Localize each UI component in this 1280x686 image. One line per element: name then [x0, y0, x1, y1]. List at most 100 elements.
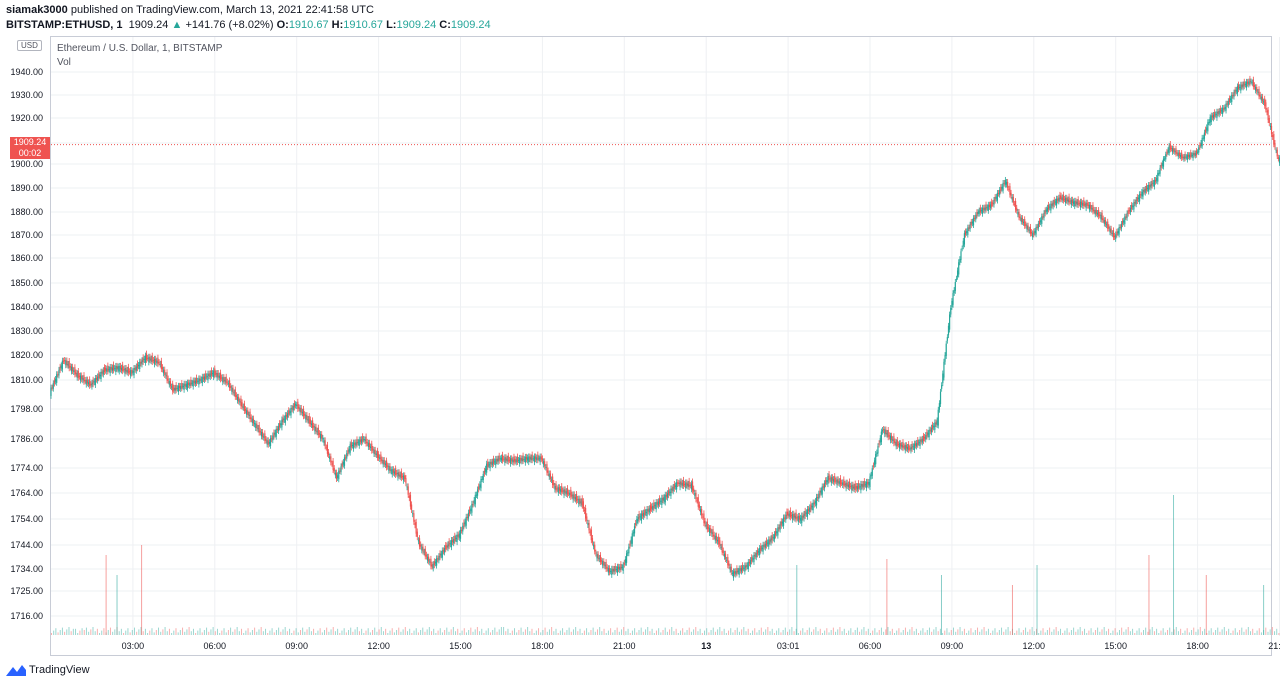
candle-body: [641, 513, 644, 516]
candle-body: [702, 516, 704, 518]
volume-bar: [985, 631, 987, 635]
candle-body: [787, 511, 789, 516]
volume-bar: [147, 633, 149, 635]
candle-body: [1270, 126, 1273, 134]
candle-body: [570, 489, 572, 497]
volume-bar: [142, 631, 144, 635]
volume-bar: [317, 630, 319, 635]
volume-bar: [286, 631, 288, 635]
volume-bar: [555, 628, 557, 635]
volume-bar: [590, 630, 592, 635]
candle-body: [319, 434, 322, 439]
volume-bar: [411, 633, 413, 635]
candle-body: [792, 513, 794, 520]
candle-body: [226, 381, 228, 383]
candle-body: [203, 376, 206, 381]
volume-bar: [662, 630, 664, 635]
candle-body: [770, 538, 772, 543]
candle-body: [1274, 143, 1276, 148]
candle-body: [854, 483, 856, 490]
candle-body: [1068, 196, 1070, 203]
author-name[interactable]: siamak3000: [6, 4, 68, 16]
candle-body: [225, 376, 227, 384]
volume-bar: [402, 629, 404, 635]
candle-body: [275, 428, 277, 437]
candle-body: [893, 436, 895, 444]
volume-bar: [723, 628, 725, 635]
candle-body: [279, 423, 281, 428]
candle-body: [346, 453, 348, 459]
candle-body: [1078, 203, 1080, 205]
candle-body: [73, 370, 75, 372]
candle-body: [79, 375, 82, 381]
candle-body: [629, 543, 631, 546]
chart-frame[interactable]: [50, 36, 1272, 656]
volume-bar: [372, 630, 374, 635]
candle-body: [412, 513, 414, 515]
candle-body: [1028, 229, 1030, 231]
volume-bar: [221, 630, 223, 635]
candle-body: [751, 557, 753, 562]
currency-badge[interactable]: USD: [17, 40, 42, 51]
candle-body: [925, 435, 927, 440]
volume-bar: [216, 628, 218, 635]
tradingview-footer[interactable]: TradingView: [6, 664, 90, 676]
candle-body: [492, 458, 495, 464]
candle-body: [523, 458, 525, 460]
close-label: C:: [439, 19, 451, 31]
candle-body: [718, 536, 720, 545]
candle-body: [648, 508, 650, 513]
candle-body: [565, 491, 567, 494]
volume-bar: [762, 631, 764, 635]
volume-bar: [118, 631, 120, 635]
volume-bar: [931, 631, 933, 635]
volume-bar: [396, 630, 398, 635]
volume-bar: [151, 628, 153, 635]
candle-body: [116, 365, 118, 369]
candle-body: [597, 554, 599, 559]
candle-body: [218, 375, 220, 378]
volume-bar: [310, 631, 312, 635]
volume-bar: [391, 628, 393, 635]
volume-bar: [1016, 630, 1018, 635]
candle-body: [174, 387, 176, 392]
candle-body: [297, 401, 299, 409]
volume-bar: [983, 627, 985, 635]
candle-body: [541, 458, 543, 461]
candle-body: [1264, 98, 1266, 107]
candle-body: [380, 454, 382, 462]
candle-body: [918, 442, 920, 444]
candle-body: [461, 529, 463, 531]
candle-body: [60, 365, 62, 369]
candle-body: [945, 343, 947, 356]
candle-body: [748, 561, 751, 564]
volume-legend[interactable]: Vol: [57, 57, 71, 68]
candle-body: [403, 475, 405, 481]
volume-bar: [195, 633, 197, 635]
candle-body: [134, 368, 136, 370]
candle-body: [953, 289, 955, 294]
candle-body: [735, 571, 737, 575]
candle-body: [871, 468, 873, 476]
volume-bar: [966, 633, 968, 635]
volume-bar: [57, 632, 59, 635]
volume-bar: [562, 628, 564, 635]
candle-body: [81, 375, 83, 380]
volume-bar: [324, 630, 325, 635]
candle-body: [288, 410, 290, 415]
candle-body: [574, 497, 576, 500]
candle-body: [982, 207, 984, 214]
volume-bar: [900, 632, 902, 635]
candle-body: [1136, 196, 1138, 202]
candle-body: [869, 476, 871, 487]
series-legend[interactable]: Ethereum / U.S. Dollar, 1, BITSTAMP: [57, 43, 223, 54]
volume-bar: [610, 628, 612, 635]
volume-bar: [173, 630, 175, 635]
candle-body: [515, 459, 517, 463]
candle-body: [861, 483, 863, 487]
candle-body: [577, 499, 579, 501]
volume-bar: [162, 629, 164, 635]
candle-body: [746, 565, 748, 567]
candle-body: [164, 369, 166, 375]
